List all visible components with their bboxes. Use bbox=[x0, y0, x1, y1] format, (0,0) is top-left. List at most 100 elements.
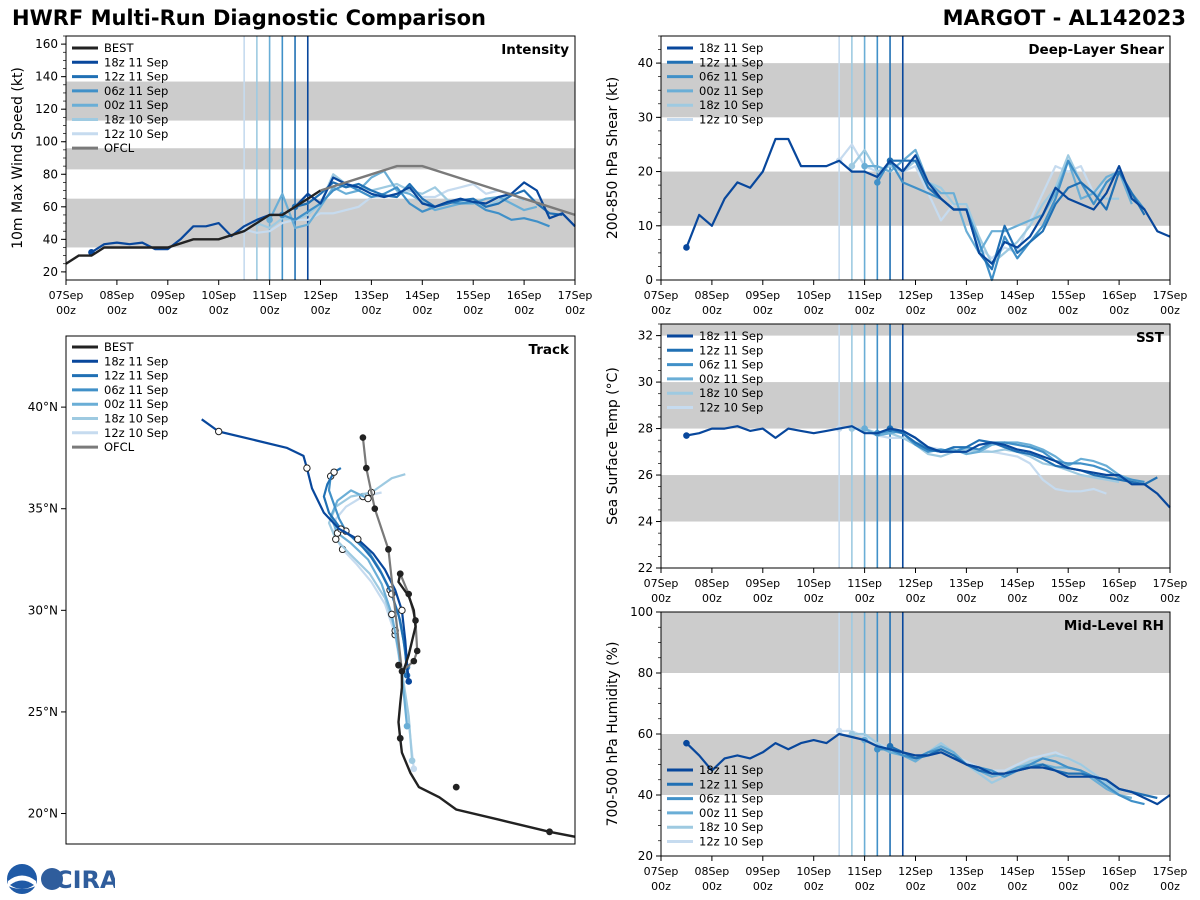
x-tick-label: 00z bbox=[906, 880, 926, 893]
track-init-marker bbox=[405, 678, 413, 685]
y-tick-label: 30 bbox=[638, 110, 653, 124]
legend-label: 00z 11 Sep bbox=[699, 806, 763, 820]
track-marker bbox=[398, 606, 406, 615]
series-line bbox=[851, 427, 1120, 484]
x-tick-label: 11Sep bbox=[252, 289, 287, 302]
ofcl-marker bbox=[410, 657, 418, 665]
gray-band bbox=[661, 475, 1170, 522]
x-tick-label: 10Sep bbox=[796, 865, 831, 878]
x-tick-label: 08Sep bbox=[695, 289, 730, 302]
legend-label: 18z 10 Sep bbox=[699, 98, 763, 112]
y-tick-label: 140 bbox=[35, 70, 58, 84]
track-marker bbox=[364, 494, 372, 503]
init-marker bbox=[874, 179, 881, 186]
legend-label: 18z 11 Sep bbox=[104, 55, 168, 69]
ofcl-marker bbox=[363, 464, 370, 472]
x-tick-label: 00z bbox=[1007, 880, 1027, 893]
track-marker bbox=[388, 610, 396, 619]
x-tick-label: 00z bbox=[412, 304, 432, 317]
x-tick-label: 15Sep bbox=[456, 289, 491, 302]
x-tick-label: 12Sep bbox=[303, 289, 338, 302]
x-tick-label: 17Sep bbox=[1153, 289, 1188, 302]
x-tick-label: 00z bbox=[463, 304, 483, 317]
x-tick-label: 00z bbox=[1058, 304, 1078, 317]
x-tick-label: 00z bbox=[209, 304, 229, 317]
best-marker bbox=[396, 734, 404, 742]
legend-label: 18z 11 Sep bbox=[699, 41, 763, 55]
gray-band bbox=[66, 148, 575, 170]
noaa-globe-icon: CIRA bbox=[7, 864, 119, 894]
x-tick-label: 16Sep bbox=[507, 289, 542, 302]
legend-label: 12z 10 Sep bbox=[104, 426, 168, 440]
x-tick-label: 13Sep bbox=[949, 865, 984, 878]
track-init-marker bbox=[403, 722, 411, 730]
x-tick-label: 15Sep bbox=[1051, 577, 1086, 590]
ofcl-marker bbox=[371, 505, 379, 513]
best-marker bbox=[452, 783, 460, 791]
y-axis-label: 700-500 hPa Humidity (%) bbox=[605, 642, 621, 827]
x-tick-label: 10Sep bbox=[796, 577, 831, 590]
track-line bbox=[201, 418, 410, 682]
x-tick-label: 11Sep bbox=[847, 865, 882, 878]
x-tick-label: 00z bbox=[906, 592, 926, 605]
legend-label: 12z 11 Sep bbox=[699, 55, 763, 69]
y-tick-label: 120 bbox=[35, 102, 58, 116]
y-axis-label: 10m Max Wind Speed (kt) bbox=[10, 67, 26, 249]
x-tick-label: 10Sep bbox=[201, 289, 236, 302]
lat-tick-label: 25°N bbox=[28, 705, 58, 719]
init-marker bbox=[266, 216, 273, 224]
legend-label: BEST bbox=[104, 340, 134, 354]
x-tick-label: 11Sep bbox=[847, 577, 882, 590]
x-tick-label: 13Sep bbox=[354, 289, 389, 302]
x-tick-label: 00z bbox=[1160, 592, 1180, 605]
x-tick-label: 00z bbox=[651, 304, 671, 317]
gray-band bbox=[661, 171, 1170, 226]
legend-label: 12z 10 Sep bbox=[699, 835, 763, 849]
x-tick-label: 09Sep bbox=[745, 577, 780, 590]
legend-label: 12z 10 Sep bbox=[699, 401, 763, 415]
track-init-marker bbox=[410, 765, 418, 773]
x-tick-label: 00z bbox=[1109, 592, 1129, 605]
best-marker bbox=[546, 828, 553, 836]
y-tick-label: 0 bbox=[645, 273, 653, 287]
ofcl-marker bbox=[413, 647, 421, 655]
page-title: HWRF Multi-Run Diagnostic Comparison bbox=[12, 6, 487, 30]
legend-label: 18z 11 Sep bbox=[699, 763, 763, 777]
x-tick-label: 16Sep bbox=[1102, 289, 1137, 302]
series-line bbox=[890, 159, 1146, 271]
legend-label: 00z 11 Sep bbox=[104, 397, 168, 411]
best-track bbox=[397, 573, 575, 838]
series-line bbox=[268, 169, 538, 229]
panel-title: Track bbox=[529, 342, 570, 358]
x-tick-label: 07Sep bbox=[644, 289, 679, 302]
legend-label: 18z 11 Sep bbox=[104, 354, 168, 368]
x-tick-label: 17Sep bbox=[1153, 865, 1188, 878]
x-tick-label: 00z bbox=[753, 304, 773, 317]
lat-tick-label: 40°N bbox=[28, 400, 58, 414]
x-tick-label: 00z bbox=[804, 304, 824, 317]
y-tick-label: 60 bbox=[638, 727, 653, 741]
x-tick-label: 17Sep bbox=[558, 289, 593, 302]
best-marker bbox=[396, 570, 404, 578]
legend-label: OFCL bbox=[104, 141, 135, 155]
y-tick-label: 10 bbox=[638, 219, 653, 233]
init-marker bbox=[683, 432, 690, 439]
x-tick-label: 00z bbox=[565, 304, 585, 317]
logo: CIRA bbox=[5, 862, 119, 896]
x-tick-label: 15Sep bbox=[1051, 289, 1086, 302]
y-tick-label: 40 bbox=[638, 788, 653, 802]
y-tick-label: 40 bbox=[638, 56, 653, 70]
track-frame bbox=[65, 335, 576, 845]
panel-title: Mid-Level RH bbox=[1064, 618, 1164, 634]
x-tick-label: 00z bbox=[651, 880, 671, 893]
legend-label: 00z 11 Sep bbox=[699, 84, 763, 98]
x-tick-label: 00z bbox=[1007, 592, 1027, 605]
x-tick-label: 00z bbox=[651, 592, 671, 605]
storm-id-title: MARGOT - AL142023 bbox=[942, 6, 1186, 30]
x-tick-label: 12Sep bbox=[898, 865, 933, 878]
cira-logo-text: CIRA bbox=[55, 866, 115, 894]
track-marker bbox=[303, 464, 311, 472]
cira-emblem-icon bbox=[41, 868, 63, 890]
x-tick-label: 09Sep bbox=[745, 865, 780, 878]
